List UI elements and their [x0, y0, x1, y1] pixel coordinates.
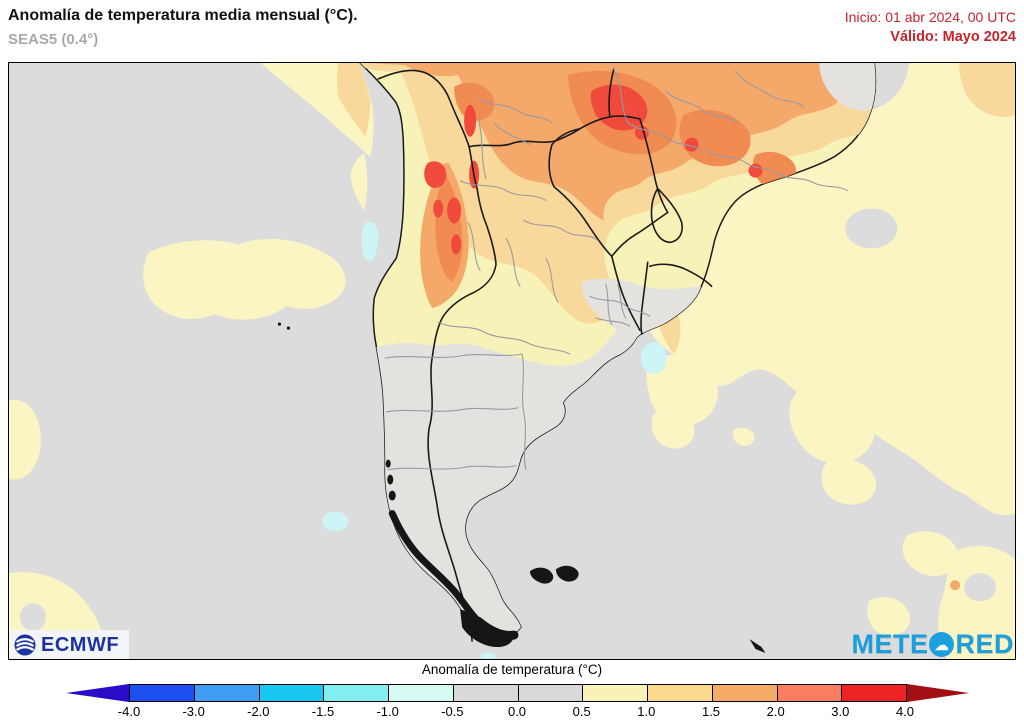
colorbar-segment [258, 685, 324, 701]
colorbar-left-arrow [66, 684, 129, 702]
country-borders [377, 68, 713, 642]
meteored-text-left: METE [851, 629, 929, 659]
colorbar-ticks: -4.0 -3.0 -2.0 -1.5 -1.0 -0.5 0.0 0.5 1.0 1.5 2.0 3… [118, 704, 914, 720]
init-datetime-label: Inicio: 01 abr 2024, 00 UTC [844, 9, 1016, 25]
colorbar-tick-label: -4.0 [117, 704, 141, 719]
colorbar-segment [452, 685, 518, 701]
ecmwf-logo: ECMWF [10, 630, 130, 659]
colorbar-tick-label: 1.0 [637, 704, 656, 719]
colorbar-segment [711, 685, 777, 701]
anomaly-map [9, 63, 1015, 659]
valid-month-label: Válido: Mayo 2024 [890, 29, 1016, 45]
province-borders [384, 68, 848, 471]
meteored-text-right: RED [955, 629, 1014, 659]
colorbar-right-arrow [907, 684, 969, 702]
meteored-logo: METE ☁ RED [851, 631, 1014, 658]
colorbar-tick-label: 0.0 [507, 704, 527, 719]
colorbar-segment [841, 685, 906, 701]
fjords-and-islands [277, 322, 766, 654]
colorbar-tick-label: 4.0 [895, 704, 915, 719]
colorbar-title: Anomalía de temperatura (°C) [421, 662, 603, 677]
colorbar-tick-label: 1.5 [701, 704, 721, 719]
colorbar-segment [517, 685, 583, 701]
colorbar [66, 684, 969, 702]
colorbar-bar [129, 684, 907, 702]
ecmwf-icon [14, 634, 36, 656]
colorbar-segment [323, 685, 388, 701]
ecmwf-logo-text: ECMWF [41, 633, 120, 656]
colorbar-segment [388, 685, 453, 701]
page-title: Anomalía de temperatura media mensual (°… [8, 7, 358, 24]
ocean-yellow-patches-southeast [646, 326, 1015, 659]
colorbar-segment [647, 685, 712, 701]
colorbar-tick-label: -3.0 [182, 704, 205, 719]
meteored-cloud-icon: ☁ [929, 632, 955, 657]
colorbar-tick-label: -2.0 [247, 704, 270, 719]
colorbar-tick-label: 0.5 [572, 704, 591, 719]
colorbar-tick-label: -1.5 [311, 704, 335, 719]
ocean-yellow-patches-west [9, 63, 374, 659]
colorbar-tick-label: 2.0 [766, 704, 785, 719]
colorbar-segment [776, 685, 842, 701]
colorbar-tick-label: 3.0 [831, 704, 850, 719]
map-frame: ECMWF METE ☁ RED [8, 62, 1016, 660]
model-subtitle: SEAS5 (0.4°) [8, 31, 99, 48]
colorbar-tick-label: -1.0 [376, 704, 399, 719]
colorbar-segment [582, 685, 647, 701]
colorbar-tick-label: -0.5 [441, 704, 464, 719]
colorbar-segment [193, 685, 259, 701]
colorbar-segment [130, 685, 194, 701]
